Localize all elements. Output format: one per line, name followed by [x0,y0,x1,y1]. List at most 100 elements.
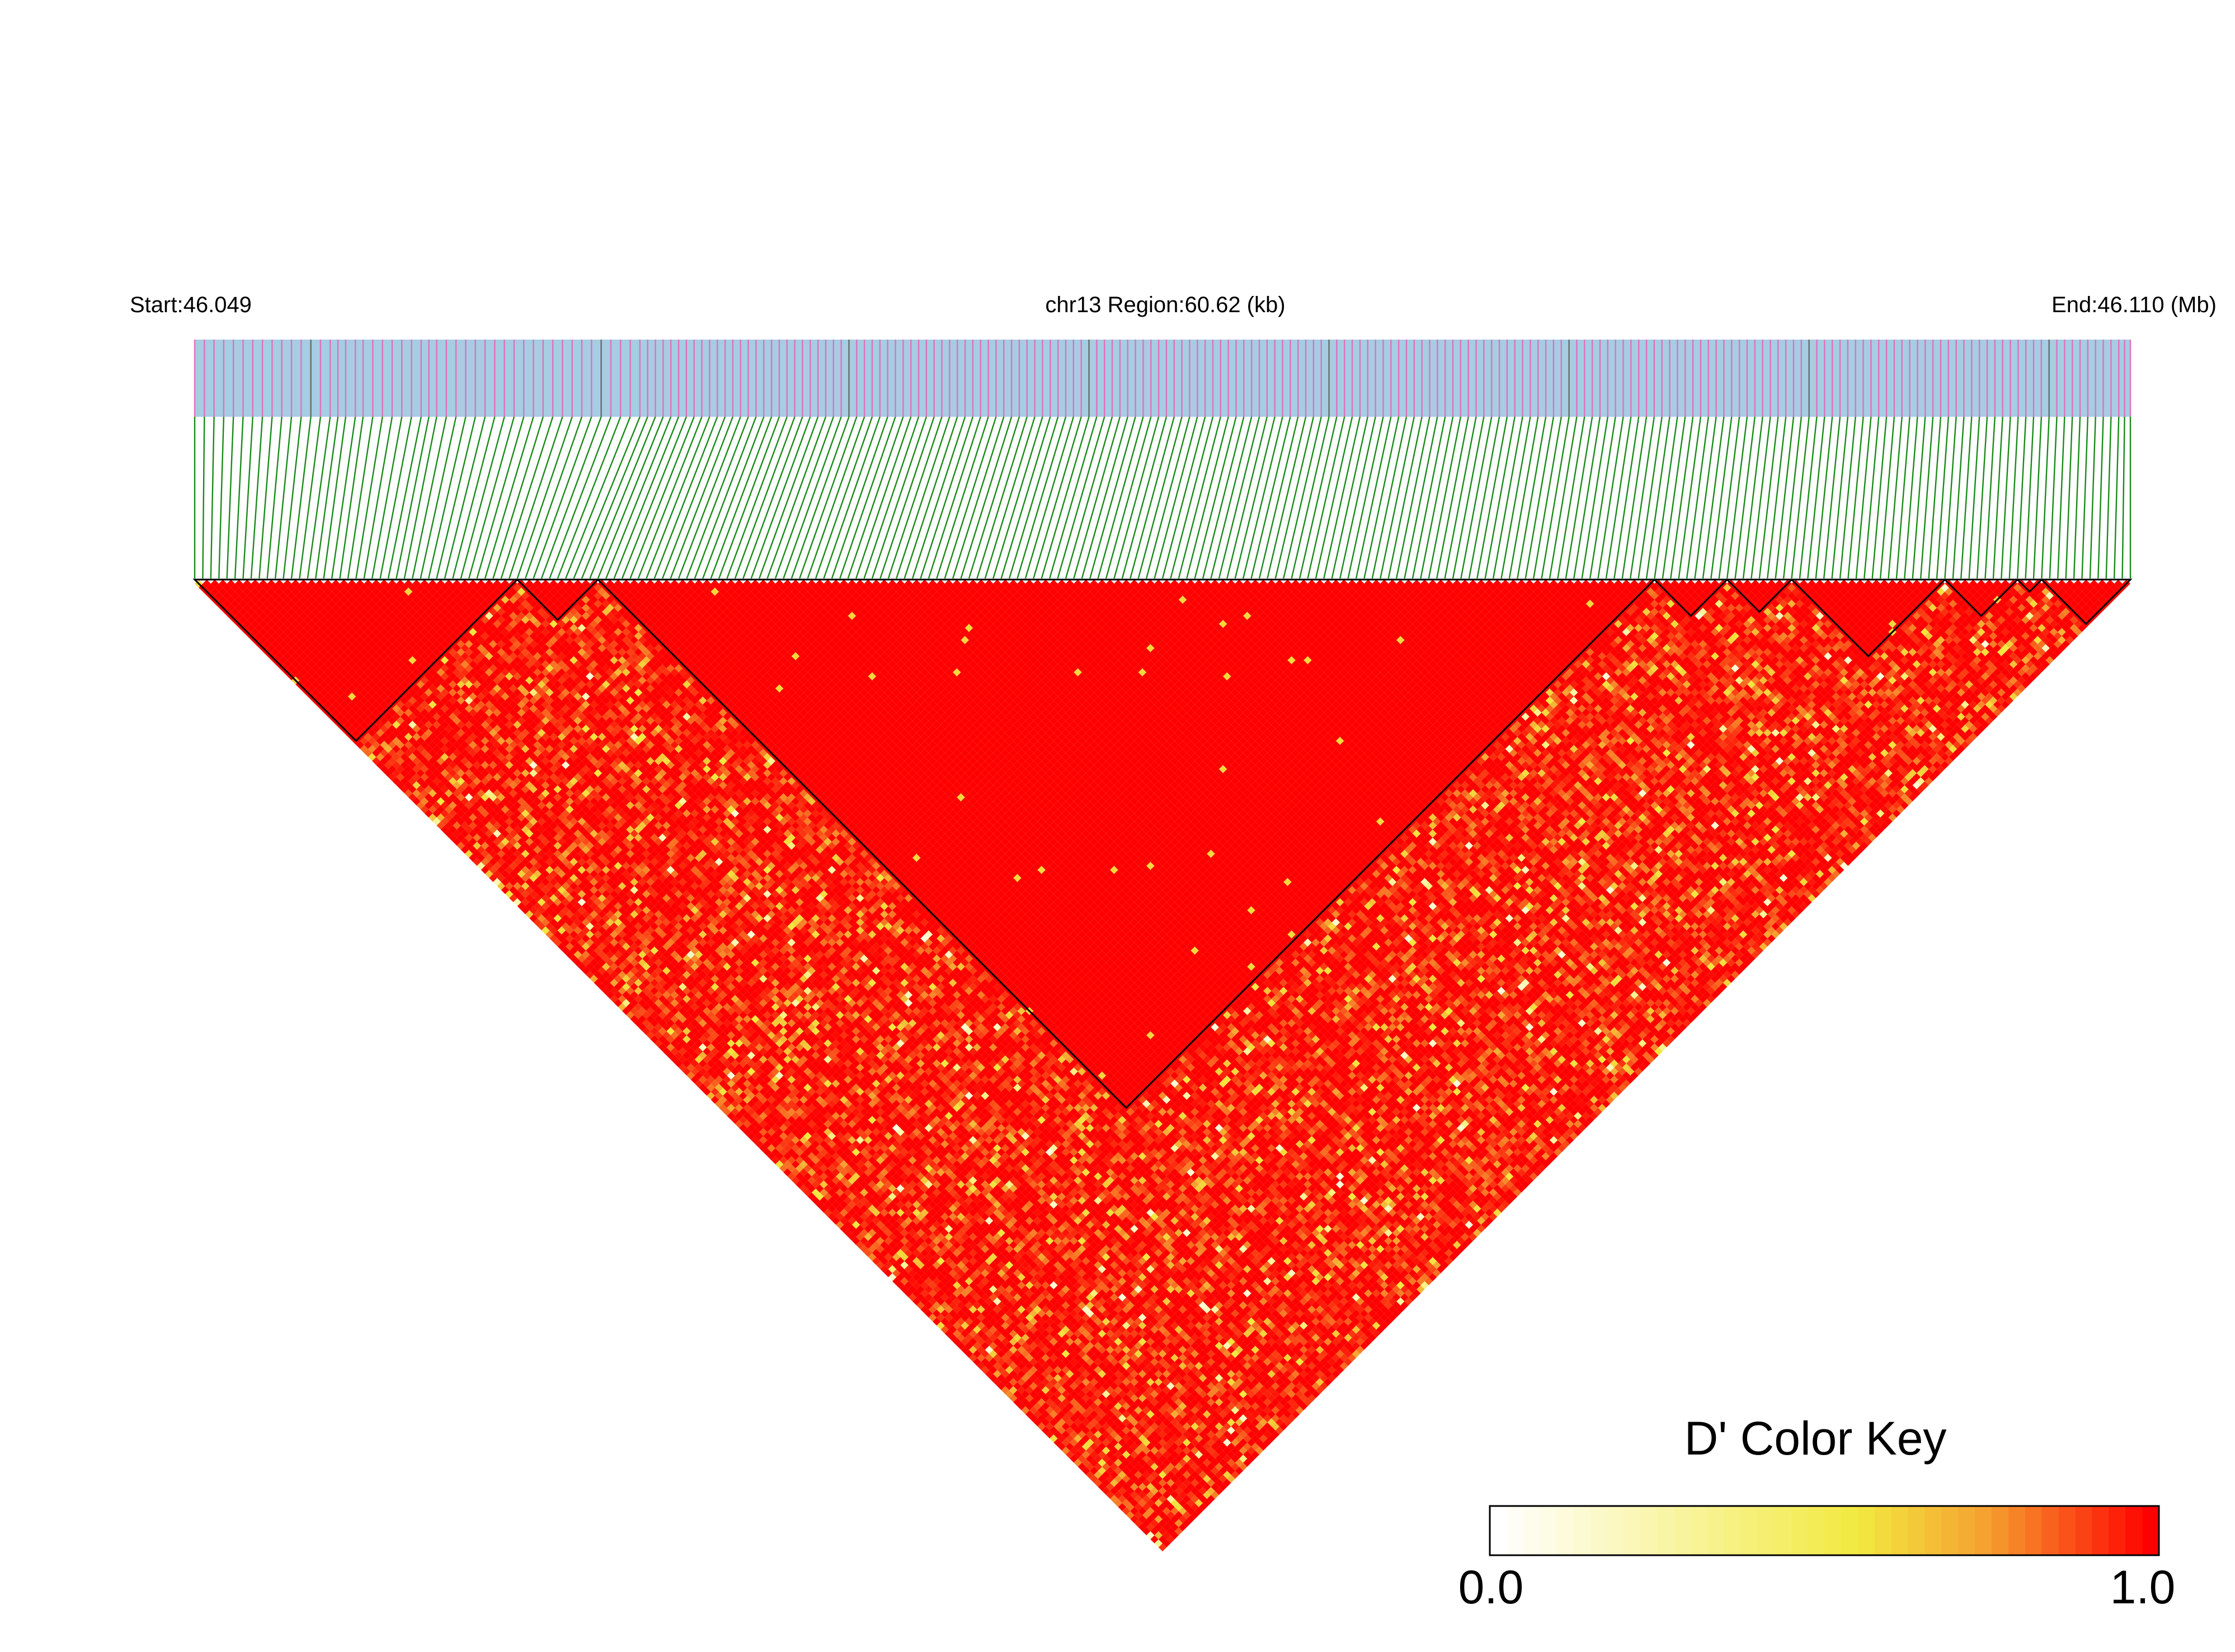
snp-connector [677,416,741,579]
ld-cell [997,1382,1005,1390]
ld-cell [299,668,308,676]
ld-cell [424,793,433,802]
ld-cell [1158,1527,1167,1536]
ld-cell [271,640,280,648]
ld-cell [940,1309,949,1318]
snp-connector [1097,416,1144,579]
ld-cell [851,1221,860,1229]
ld-cell [1021,1406,1030,1415]
snp-connector [509,416,563,579]
ld-cell [215,591,223,600]
snp-connector [1879,416,1895,579]
ld-cell [622,991,630,999]
ld-cell [937,1321,945,1330]
snp-connector [210,416,215,579]
ld-cell [283,644,291,652]
ld-cell [820,1204,828,1213]
ld-cell [683,1059,691,1068]
ld-cell [820,1188,828,1197]
snp-connector [783,416,842,579]
ld-cell [602,978,610,987]
snp-connector [315,416,339,579]
snp-connector [1073,416,1121,579]
ld-cell [856,1241,864,1249]
ld-cell [1130,1499,1138,1507]
ld-cell [1086,1471,1094,1479]
ld-cell [384,752,393,761]
snp-connector [1484,416,1516,579]
snp-connector [1065,416,1113,579]
ld-cell [541,910,550,919]
ld-cell [1166,1535,1175,1543]
ld-cell [1134,1503,1142,1512]
ld-cell [1106,1482,1114,1491]
ld-cell [436,805,445,814]
ld-cell [694,1063,703,1072]
snp-connector [516,416,573,579]
ld-cell [1025,1394,1034,1402]
ld-cell [961,1345,969,1354]
ld-cell [392,752,401,761]
snp-connector [1274,416,1315,579]
ld-cell [686,1047,695,1056]
snp-connector [307,416,331,579]
snp-track-bar [195,340,2130,417]
ld-cell [1086,1462,1094,1471]
ld-cell [420,781,429,789]
ld-cell [937,1313,945,1322]
snp-connector [597,416,664,579]
snp-connector [1436,416,1469,579]
ld-cell [985,1354,994,1362]
ld-cell [210,580,219,588]
ld-cell [694,1071,703,1080]
ld-cell [1098,1482,1107,1491]
ld-cell [590,967,598,975]
ld-cell [933,1301,941,1310]
ld-cell [908,1277,917,1286]
ld-cell [235,611,243,620]
ld-cell [912,1289,921,1298]
ld-cell [1009,1394,1018,1402]
ld-cell [372,741,380,749]
ld-cell [457,841,465,850]
ld-cell [658,1043,667,1052]
ld-cell [453,837,461,846]
ld-cell [904,1273,913,1282]
ld-cell [747,1116,755,1124]
ld-cell [796,1164,804,1173]
snp-connector [1960,416,1973,579]
ld-cell [807,1168,816,1176]
ld-cell [1037,1414,1046,1423]
ld-cell [880,1257,888,1265]
ld-cell [1138,1523,1147,1532]
ld-cell [344,704,352,713]
ld-cell [602,971,610,979]
snp-connector [1428,416,1462,579]
snp-connector [807,416,865,579]
snp-connector [904,416,958,579]
ld-cell [820,1196,828,1205]
ld-cell [573,934,582,943]
ld-cell [755,1124,764,1132]
ld-cell [404,773,413,782]
snp-connector [1057,416,1105,579]
ld-cell [464,841,473,850]
ld-cell [763,1132,771,1140]
snp-connector [1258,416,1299,579]
snp-connector [1524,416,1555,579]
ld-cell [1142,1519,1151,1527]
snp-connector [1702,416,1725,579]
ld-cell [1138,1507,1147,1515]
snp-connector [1565,416,1593,579]
snp-connector [347,416,374,579]
ld-cell [731,1108,740,1116]
ld-cell [961,1329,969,1338]
region-end-label: End:46.110 (Mb) [2052,293,2217,317]
ld-cell [537,906,546,915]
ld-cell [1142,1527,1151,1536]
snp-connector [1178,416,1221,579]
ld-cell [771,1148,780,1156]
snp-connector [1976,416,1988,579]
snp-connector [1307,416,1345,579]
